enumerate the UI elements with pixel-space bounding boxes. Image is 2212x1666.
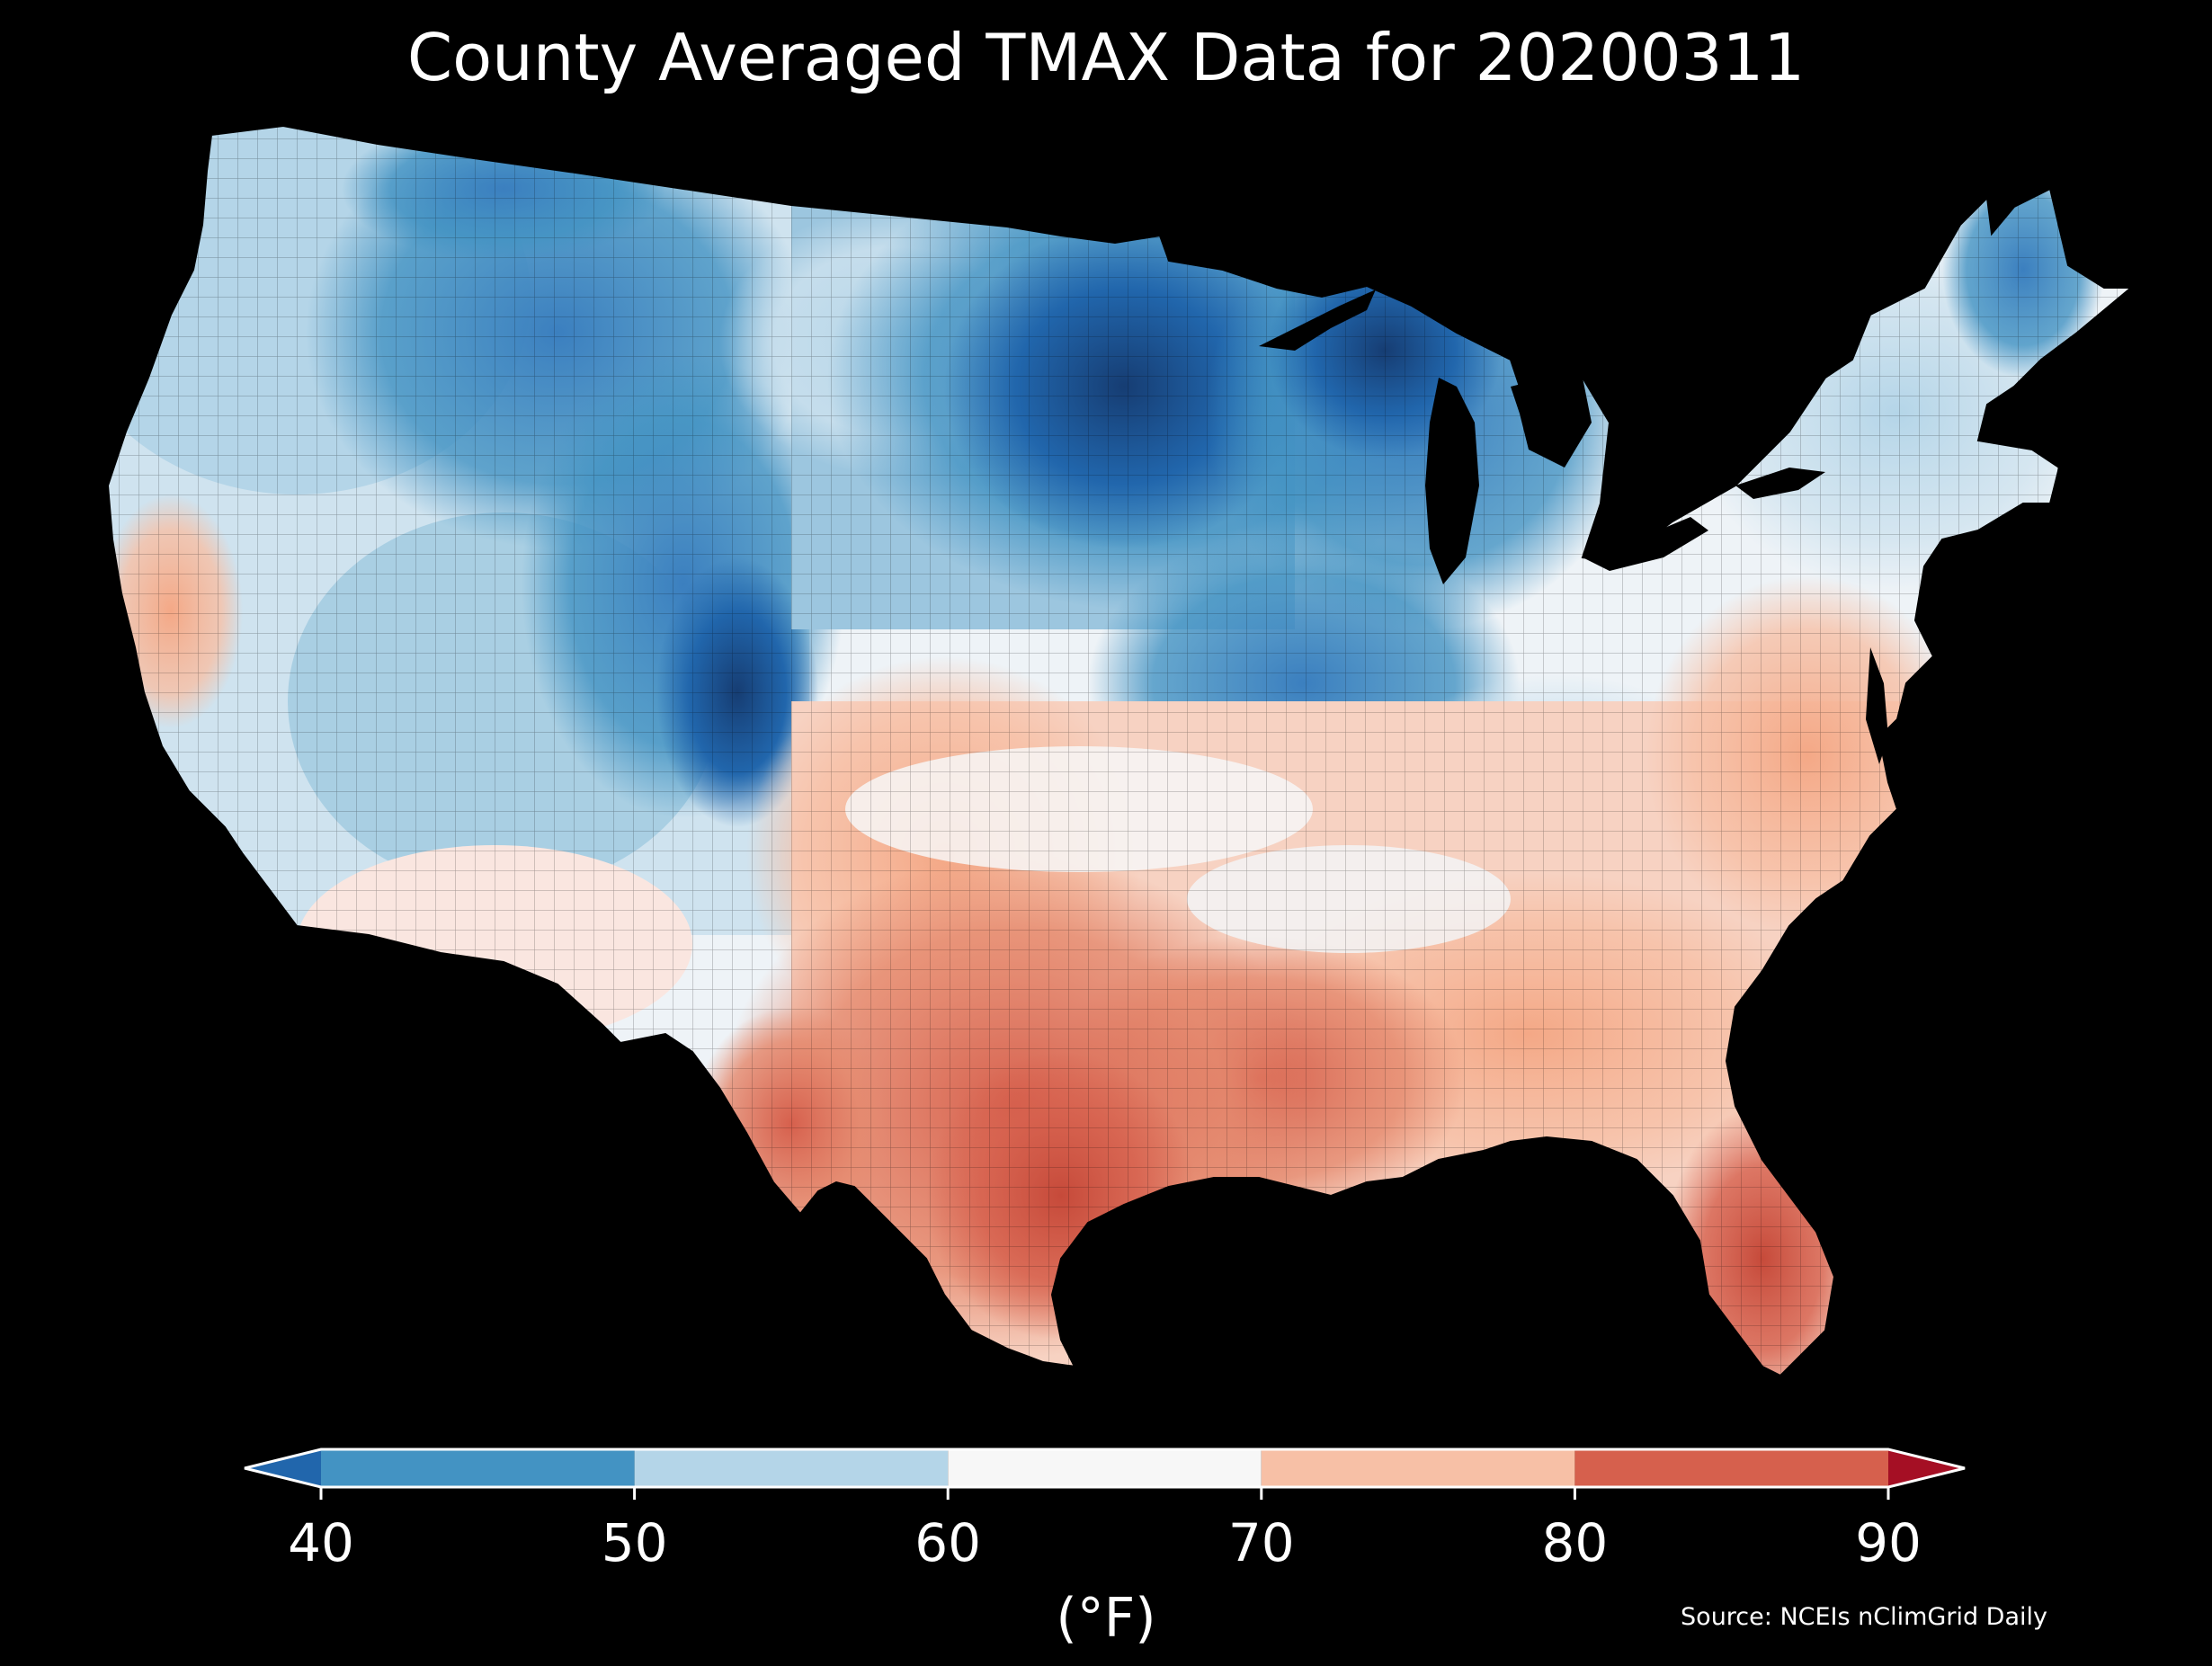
lake-huron xyxy=(1511,378,1592,468)
us-outline xyxy=(106,124,2134,1377)
colorbar-tick-label-70: 70 xyxy=(1227,1512,1295,1573)
lake-ontario xyxy=(1735,468,1825,499)
map-title: County Averaged TMAX Data for 20200311 xyxy=(406,20,1806,95)
colorbar-under-arrow xyxy=(245,1449,321,1487)
colorbar-tick-label-90: 90 xyxy=(1855,1512,1922,1573)
lake-superior xyxy=(1259,290,1376,351)
colorbar-tick-label-40: 40 xyxy=(288,1512,354,1573)
colorbar-bin-60-70 xyxy=(948,1449,1262,1487)
colorbar-tick-label-50: 50 xyxy=(601,1512,668,1573)
lake-michigan xyxy=(1425,378,1479,584)
colorbar-bin-70-80 xyxy=(1261,1449,1575,1487)
lake-erie xyxy=(1583,517,1708,571)
source-note: Source: NCEIs nClimGrid Daily xyxy=(1681,1603,2047,1631)
colorbar-unit-label: (°F) xyxy=(1056,1587,1156,1650)
colorbar-bin-40-50 xyxy=(321,1449,635,1487)
colorbar-tick-label-60: 60 xyxy=(914,1512,982,1573)
colorbar-tick-label-80: 80 xyxy=(1541,1512,1609,1573)
colorbar-bin-80-90 xyxy=(1574,1449,1888,1487)
colorbar-over-arrow xyxy=(1888,1449,1965,1487)
colorbar-bin-50-60 xyxy=(634,1449,949,1487)
